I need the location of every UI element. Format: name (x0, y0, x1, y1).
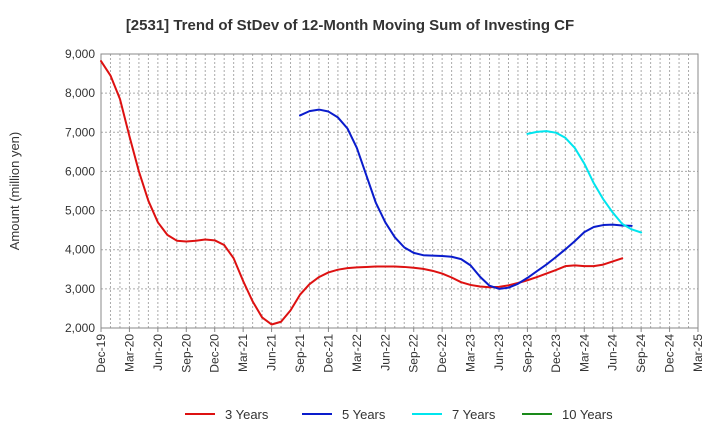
x-tick-label: Mar-23 (464, 334, 478, 372)
legend-label: 7 Years (452, 407, 496, 422)
series-lines (100, 60, 643, 326)
x-tick-label: Jun-24 (606, 334, 620, 371)
x-tick-label: Dec-20 (208, 334, 222, 373)
y-tick-label: 4,000 (65, 243, 95, 257)
x-tick-label: Sep-20 (179, 334, 193, 373)
x-tick-label: Dec-21 (321, 334, 335, 373)
x-tick-label: Jun-21 (265, 334, 279, 371)
chart-title: [2531] Trend of StDev of 12-Month Moving… (126, 17, 574, 34)
x-tick-label: Mar-25 (691, 334, 705, 372)
legend-label: 5 Years (342, 407, 386, 422)
x-tick-label: Dec-19 (94, 334, 108, 373)
series-line-3-years (100, 60, 624, 326)
x-tick-label: Sep-24 (634, 334, 648, 373)
plot-frame (100, 53, 699, 329)
x-tick-label: Mar-20 (122, 334, 136, 372)
x-tick-label: Dec-22 (435, 334, 449, 373)
y-tick-label: 9,000 (65, 47, 95, 61)
x-tick-label: Mar-24 (577, 334, 591, 372)
x-tick-label: Sep-23 (520, 334, 534, 373)
series-line-7-years (526, 130, 643, 234)
legend: 3 Years 5 Years 7 Years 10 Years (185, 407, 613, 422)
x-tick-label: Sep-21 (293, 334, 307, 373)
x-tick-label: Jun-20 (151, 334, 165, 371)
x-tick-label: Dec-24 (663, 334, 677, 373)
y-tick-label: 2,000 (65, 321, 95, 335)
y-tick-label: 7,000 (65, 125, 95, 139)
y-tick-label: 6,000 (65, 164, 95, 178)
x-tick-label: Sep-22 (407, 334, 421, 373)
x-tick-label: Mar-22 (350, 334, 364, 372)
y-axis-label: Amount (million yen) (7, 132, 22, 251)
x-tick-label: Jun-23 (492, 334, 506, 371)
y-tick-label: 8,000 (65, 86, 95, 100)
series-line-5-years (299, 108, 633, 290)
legend-label: 10 Years (562, 407, 613, 422)
x-tick-label: Jun-22 (378, 334, 392, 371)
y-tick-label: 5,000 (65, 204, 95, 218)
y-tick-label: 3,000 (65, 282, 95, 296)
x-tick-label: Dec-23 (549, 334, 563, 373)
grid (101, 54, 698, 328)
y-axis: 2,000 3,000 4,000 5,000 6,000 7,000 8,000 9,000 (65, 47, 95, 335)
x-tick-label: Mar-21 (236, 334, 250, 372)
legend-label: 3 Years (225, 407, 269, 422)
x-axis: Dec-19 Mar-20 Jun-20 Sep-20 Dec-20 Mar-21 Jun-… (94, 328, 705, 373)
